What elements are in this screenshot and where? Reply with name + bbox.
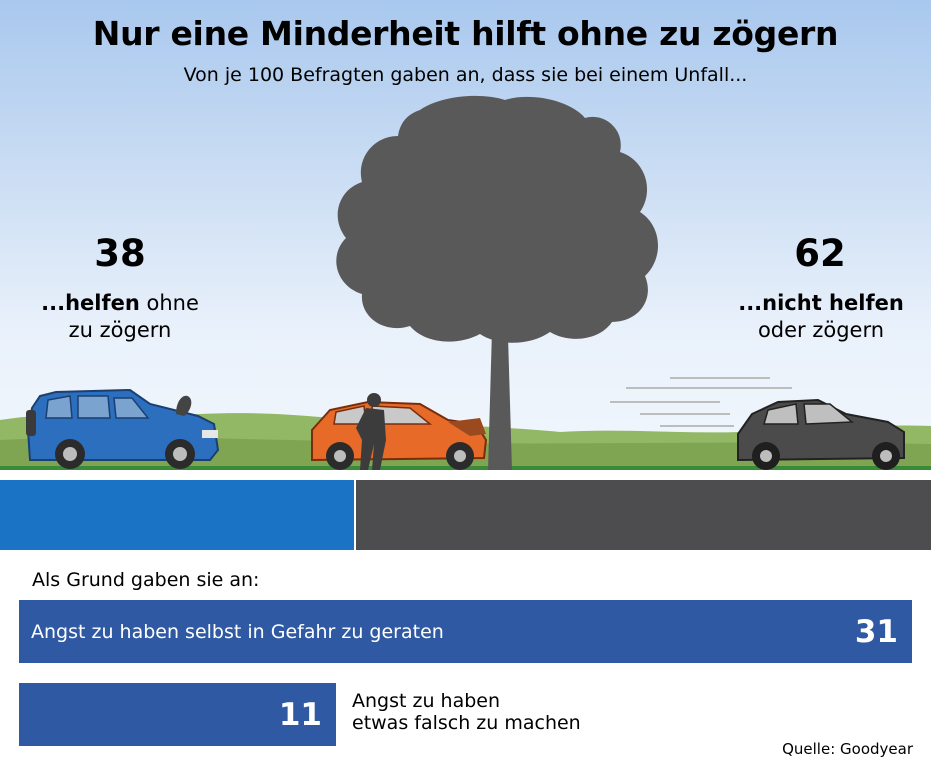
accident-scene-illustration <box>0 95 931 480</box>
source-note: Quelle: Goodyear <box>782 740 913 758</box>
helper-person-icon <box>356 393 386 470</box>
blue-car-icon <box>26 388 220 469</box>
stacked-split-bar <box>0 480 931 550</box>
road-white <box>0 470 931 480</box>
help-value: 38 <box>94 232 146 275</box>
no-help-label: ...nicht helfen oder zögern <box>716 290 926 344</box>
help-label-bold: ...helfen <box>41 291 140 315</box>
help-label-rest: ohne <box>139 291 199 315</box>
split-bar-no-help-segment <box>354 480 931 550</box>
reason-mistake-line1: Angst zu haben <box>352 690 501 712</box>
no-help-label-bold: ...nicht helfen <box>738 291 904 315</box>
no-help-label-line2: oder zögern <box>757 318 885 342</box>
help-label: ...helfen ohne zu zögern <box>20 290 220 344</box>
no-help-value: 62 <box>794 232 846 275</box>
chart-title: Nur eine Minderheit hilft ohne zu zögern <box>92 14 839 53</box>
reason-bar-mistake: 11 <box>19 683 336 746</box>
reason-bar-danger-value: 31 <box>854 614 898 650</box>
reason-bar-danger: Angst zu haben selbst in Gefahr zu gerat… <box>19 600 912 663</box>
reason-mistake-line2: etwas falsch zu machen <box>352 712 581 734</box>
crashed-car-icon <box>311 400 488 470</box>
split-bar-help-segment <box>0 480 354 550</box>
motion-lines-icon <box>610 377 792 427</box>
reason-bar-mistake-label: Angst zu haben etwas falsch zu machen <box>352 690 581 734</box>
reason-bar-mistake-value: 11 <box>278 697 322 733</box>
passing-car-icon <box>737 398 905 470</box>
reason-bar-danger-label: Angst zu haben selbst in Gefahr zu gerat… <box>31 621 444 643</box>
tree-icon <box>336 95 658 470</box>
help-label-line2: zu zögern <box>68 318 172 342</box>
chart-subtitle: Von je 100 Befragten gaben an, dass sie … <box>183 64 748 86</box>
reasons-heading: Als Grund gaben sie an: <box>32 569 260 591</box>
